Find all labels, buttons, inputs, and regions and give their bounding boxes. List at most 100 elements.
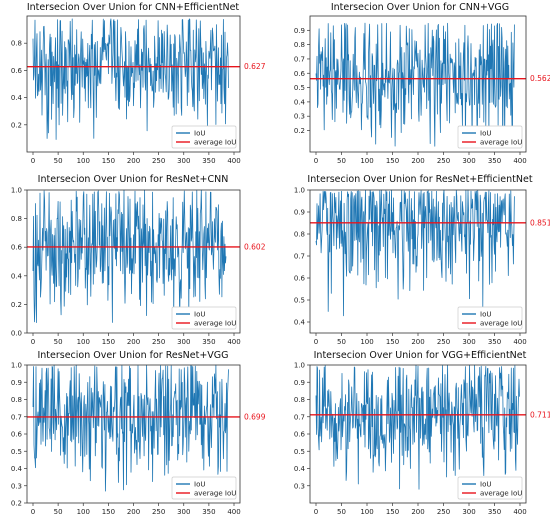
x-tick-label: 50 xyxy=(54,508,63,516)
x-tick-label: 350 xyxy=(202,338,215,346)
y-tick-label: 0.6 xyxy=(11,431,23,439)
y-tick-label: 0.3 xyxy=(11,482,22,490)
chart-panel-2: Intersecion Over Union for CNN+VGG 0.562 0… xyxy=(294,2,550,165)
y-tick-label: 0.8 xyxy=(11,215,22,223)
x-tick-label: 150 xyxy=(102,157,115,165)
chart-panel-6: Intersecion Over Union for VGG+Efficient… xyxy=(294,350,550,516)
y-tick-label: 1.0 xyxy=(294,187,305,195)
iou-series-line xyxy=(32,189,227,324)
y-tick-label: 1.0 xyxy=(11,187,22,195)
x-tick-label: 50 xyxy=(54,338,63,346)
x-tick-label: 250 xyxy=(152,338,165,346)
average-value-label: 0.851 xyxy=(530,218,550,227)
y-tick-label: 0.9 xyxy=(294,27,305,35)
legend-iou-label: IoU xyxy=(194,481,205,489)
iou-series-line xyxy=(315,22,515,148)
x-tick-label: 350 xyxy=(202,157,215,165)
x-tick-label: 50 xyxy=(337,508,346,516)
legend-iou-label: IoU xyxy=(480,130,491,138)
x-tick-label: 100 xyxy=(360,508,373,516)
y-tick-label: 0.5 xyxy=(294,84,305,92)
y-tick-label: 0.6 xyxy=(11,67,23,75)
x-tick-label: 250 xyxy=(437,508,450,516)
x-tick-label: 200 xyxy=(127,338,140,346)
x-tick-label: 350 xyxy=(488,338,501,346)
x-tick-label: 200 xyxy=(411,157,424,165)
x-tick-label: 100 xyxy=(77,338,90,346)
x-tick-label: 350 xyxy=(202,508,215,516)
chart-title: Intersecion Over Union for ResNet+CNN xyxy=(38,174,229,185)
y-tick-label: 1.0 xyxy=(11,362,22,370)
chart-title: Intersecion Over Union for ResNet+Effici… xyxy=(307,174,532,185)
chart-title: Intersecion Over Union for VGG+Efficient… xyxy=(314,350,527,361)
x-tick-label: 150 xyxy=(386,157,399,165)
x-tick-label: 200 xyxy=(411,338,424,346)
x-tick-label: 350 xyxy=(488,508,501,516)
x-tick-label: 400 xyxy=(513,157,526,165)
x-tick-label: 300 xyxy=(462,157,475,165)
y-tick-label: 0.4 xyxy=(11,465,23,473)
x-tick-label: 200 xyxy=(411,508,424,516)
y-tick-label: 0.0 xyxy=(11,330,22,338)
y-tick-label: 0.4 xyxy=(294,465,306,473)
x-tick-label: 300 xyxy=(462,338,475,346)
y-tick-label: 0.3 xyxy=(294,482,305,490)
legend-iou-label: IoU xyxy=(194,311,205,319)
x-tick-label: 100 xyxy=(360,157,373,165)
x-tick-label: 50 xyxy=(337,338,346,346)
y-tick-label: 1.0 xyxy=(294,362,305,370)
y-tick-label: 0.4 xyxy=(11,272,23,280)
legend-average-label: average IoU xyxy=(194,139,236,147)
x-tick-label: 100 xyxy=(77,508,90,516)
average-value-label: 0.699 xyxy=(244,412,266,421)
y-tick-label: 0.4 xyxy=(11,94,23,102)
y-tick-label: 0.4 xyxy=(294,98,306,106)
chart-title: Intersecion Over Union for CNN+VGG xyxy=(331,2,509,13)
x-tick-label: 250 xyxy=(152,508,165,516)
y-tick-label: 0.5 xyxy=(294,297,305,305)
x-tick-label: 150 xyxy=(102,508,115,516)
y-tick-label: 0.2 xyxy=(294,127,305,135)
x-tick-label: 400 xyxy=(227,338,240,346)
y-tick-label: 0.8 xyxy=(11,396,22,404)
y-tick-label: 0.9 xyxy=(11,379,22,387)
legend-average-label: average IoU xyxy=(194,490,236,498)
chart-panel-3: Intersecion Over Union for ResNet+CNN 0.6… xyxy=(11,174,266,346)
x-tick-label: 300 xyxy=(177,508,190,516)
x-tick-label: 0 xyxy=(31,157,35,165)
x-tick-label: 50 xyxy=(54,157,63,165)
x-tick-label: 300 xyxy=(177,338,190,346)
y-tick-label: 0.7 xyxy=(294,253,305,261)
y-tick-label: 0.7 xyxy=(294,413,305,421)
chart-title: Intersecion Over Union for CNN+Efficient… xyxy=(27,2,240,13)
y-tick-label: 0.6 xyxy=(294,70,306,78)
y-tick-label: 0.2 xyxy=(11,121,22,129)
x-tick-label: 0 xyxy=(314,508,318,516)
legend-iou-label: IoU xyxy=(480,481,491,489)
y-tick-label: 0.5 xyxy=(11,448,22,456)
chart-panel-5: Intersecion Over Union for ResNet+VGG 0.6… xyxy=(11,350,266,516)
legend-average-label: average IoU xyxy=(194,320,236,328)
chart-panel-1: Intersecion Over Union for CNN+Efficient… xyxy=(11,2,266,165)
legend-iou-label: IoU xyxy=(480,311,491,319)
x-tick-label: 400 xyxy=(513,338,526,346)
average-value-label: 0.711 xyxy=(530,410,550,419)
x-tick-label: 400 xyxy=(513,508,526,516)
y-tick-label: 0.9 xyxy=(294,379,305,387)
legend-average-label: average IoU xyxy=(480,139,522,147)
legend-average-label: average IoU xyxy=(480,320,522,328)
chart-panel-4: Intersecion Over Union for ResNet+Effici… xyxy=(294,174,550,346)
x-tick-label: 250 xyxy=(437,157,450,165)
y-tick-label: 0.5 xyxy=(294,448,305,456)
average-value-label: 0.602 xyxy=(244,242,266,251)
y-tick-label: 0.7 xyxy=(294,55,305,63)
legend-iou-label: IoU xyxy=(194,130,205,138)
y-tick-label: 0.2 xyxy=(11,500,22,508)
x-tick-label: 0 xyxy=(31,508,35,516)
